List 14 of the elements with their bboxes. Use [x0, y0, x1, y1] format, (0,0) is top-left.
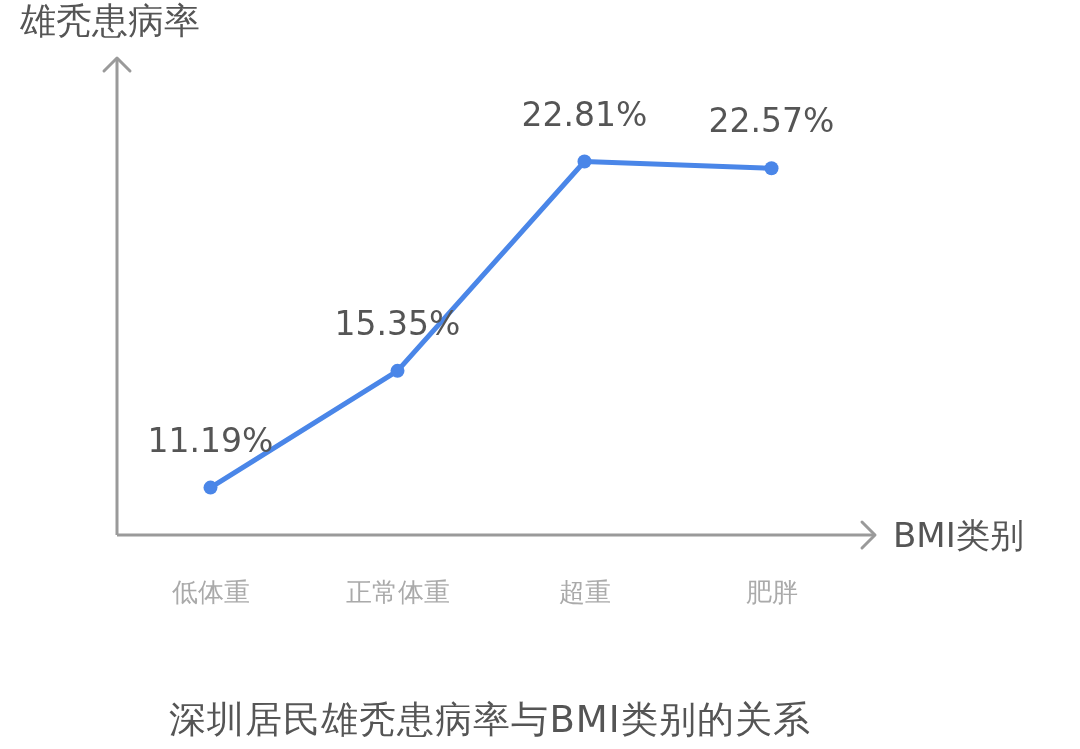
text: 深圳居民雄秃患病率与BMI类别的关系: [168, 697, 812, 743]
data-label: 22.81%: [521, 94, 648, 134]
data-label: 22.57%: [708, 101, 835, 141]
point: [764, 161, 779, 176]
point: [390, 363, 405, 378]
data-label: 11.19%: [147, 420, 274, 460]
x-tick-label: 低体重: [171, 577, 250, 607]
y-axis-title: 雄秃患病率: [20, 0, 200, 42]
point: [577, 154, 592, 169]
x-tick-label: 超重: [558, 577, 611, 607]
x-tick-label: 正常体重: [345, 577, 450, 607]
x-axis-title: BMI类别: [893, 514, 1024, 556]
x-tick-label: 肥胖: [745, 577, 798, 607]
point: [203, 480, 218, 495]
